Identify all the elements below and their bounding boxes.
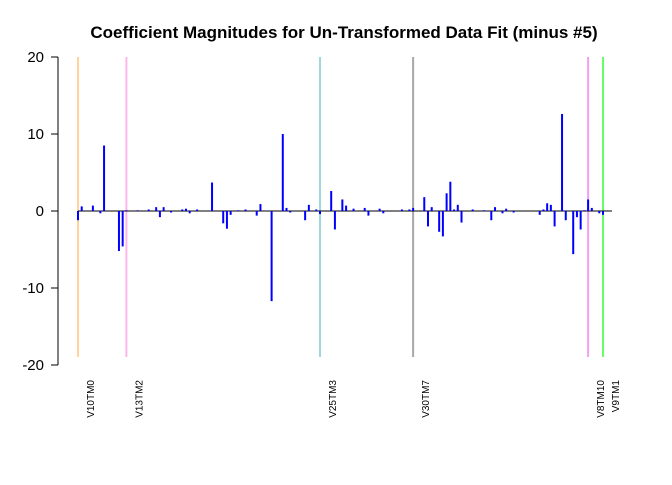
variable-label: V25TM3	[328, 380, 339, 418]
chart-title: Coefficient Magnitudes for Un-Transforme…	[90, 23, 597, 42]
variable-label: V10TM0	[86, 380, 97, 418]
y-tick-label: -20	[22, 357, 44, 374]
y-tick-label: 0	[36, 203, 44, 220]
y-tick-label: 20	[27, 49, 44, 66]
y-axis: -20 -10 0 10 20	[22, 49, 59, 374]
y-tick-label: -10	[22, 280, 44, 297]
marker-lines	[77, 57, 604, 357]
y-tick-label: 10	[27, 126, 44, 143]
variable-label: V9TM1	[611, 380, 622, 413]
variable-label: V30TM7	[421, 380, 432, 418]
variable-labels: V10TM0 V13TM2 V25TM3 V30TM7 V8TM10 V9TM1	[86, 380, 622, 418]
variable-label: V8TM10	[596, 380, 607, 418]
coefficient-bars	[77, 113, 604, 302]
variable-label: V13TM2	[134, 380, 145, 418]
